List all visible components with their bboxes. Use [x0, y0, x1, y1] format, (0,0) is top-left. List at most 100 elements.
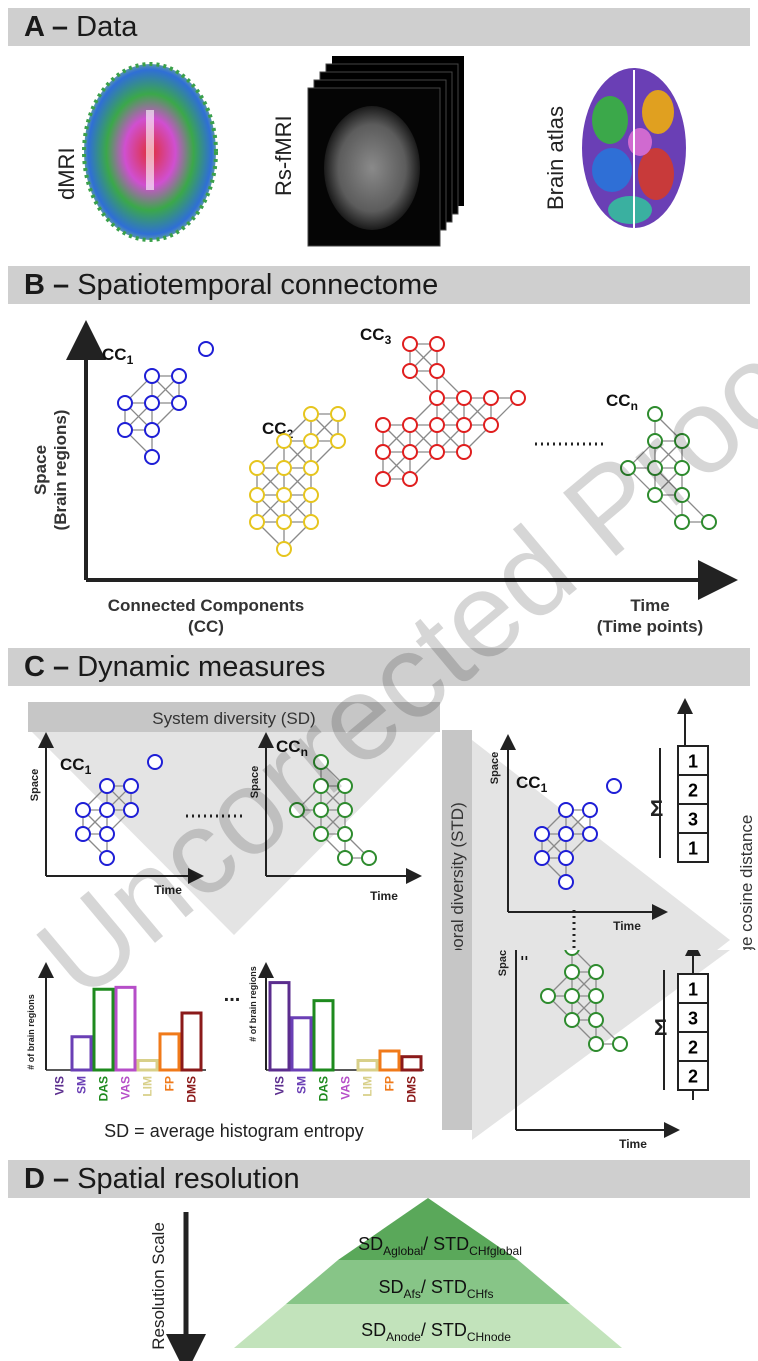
hist-bar — [158, 1032, 181, 1072]
graph-node — [588, 1036, 604, 1052]
b-graphs — [117, 336, 717, 557]
c-std-g2-ccn-svg: CCn — [496, 941, 528, 963]
graph-node — [361, 850, 377, 866]
vector-value: 3 — [688, 810, 698, 830]
graph-node — [510, 390, 526, 406]
graph-node — [289, 802, 305, 818]
cc1-graph — [117, 341, 214, 465]
graph-node — [558, 874, 574, 890]
b-x-right-label-1: Time — [630, 596, 669, 615]
graph-node — [303, 514, 319, 530]
graph-node — [564, 1012, 580, 1028]
pyramid-level-3 — [234, 1304, 622, 1348]
c-std-ccn-graph — [540, 950, 628, 1052]
graph-node — [313, 802, 329, 818]
vector-value: 2 — [688, 1038, 698, 1058]
graph-node — [429, 390, 445, 406]
graph-node — [276, 514, 292, 530]
sd-header-text: System diversity (SD) — [152, 709, 315, 728]
graph-node — [612, 1036, 628, 1052]
vector-cell — [677, 803, 709, 834]
c-g1-space-label: Space — [29, 769, 41, 801]
panel-c-diagram: System diversity (SD) Spatiotemporal div… — [28, 698, 756, 950]
hist-ellipsis: ... — [224, 984, 241, 1006]
graph-node — [674, 487, 690, 503]
hist-category-label: FP — [383, 1076, 397, 1091]
sd-header-box — [28, 702, 440, 732]
c-g1-time-label: Time — [154, 883, 182, 897]
hist-category-label: LIM — [361, 1076, 375, 1097]
hist-category-label: VIS — [53, 1076, 67, 1095]
graph-node — [303, 406, 319, 422]
b-y-label-2: (Brain regions) — [51, 410, 70, 531]
section-d-title: D – Spatial resolution — [24, 1163, 300, 1195]
hist1-bars: VIS SM DAS VAS LIM FP DMS — [53, 985, 203, 1103]
c-std-g2-ccn-wrap: CCn — [494, 941, 554, 991]
graph-node — [674, 460, 690, 476]
graph-node — [198, 341, 214, 357]
graph-node — [144, 449, 160, 465]
hist-bar — [70, 1035, 93, 1072]
hist-bar — [290, 1016, 313, 1072]
c-g2-ccn-label: CCn — [276, 737, 308, 759]
graph-node — [564, 950, 580, 956]
graph-node — [75, 802, 91, 818]
graph-node — [429, 336, 445, 352]
vector-cell — [677, 745, 709, 776]
vector-value: 3 — [688, 1009, 698, 1029]
pyramid-row-2-text: SDAfs/ STDCHfs — [378, 1277, 493, 1301]
b-x-left-label-2: (CC) — [188, 617, 224, 636]
graph-node — [313, 754, 329, 770]
pyramid-level-1 — [338, 1198, 518, 1260]
graph-node — [99, 778, 115, 794]
graph-node — [582, 826, 598, 842]
std-background-triangle — [472, 740, 730, 950]
graph-node — [144, 422, 160, 438]
graph-node — [144, 395, 160, 411]
sd-formula: SD = average histogram entropy — [104, 1121, 364, 1141]
vector-value: 1 — [688, 752, 698, 772]
c-g2-space-label: Space — [249, 766, 261, 798]
hist-bar — [180, 1011, 203, 1072]
graph-node — [171, 395, 187, 411]
graph-node — [313, 826, 329, 842]
hist-bar — [92, 987, 115, 1072]
hist2-y-label: # of brain regions — [248, 966, 258, 1042]
dmri-label: dMRI — [54, 147, 79, 200]
graph-node — [558, 826, 574, 842]
graph-node — [249, 487, 265, 503]
atlas-brain-image — [582, 68, 686, 228]
graph-node — [606, 778, 622, 794]
graph-node — [375, 444, 391, 460]
pyramid-row-1-text: SDAglobal/ STDCHfglobal — [358, 1234, 522, 1258]
hist-category-label: VAS — [339, 1076, 353, 1100]
graph-node — [123, 778, 139, 794]
graph-node — [674, 514, 690, 530]
panel-d-diagram: Resolution Scale SDAglobal/ STDCHfglobal… — [149, 1198, 622, 1361]
hist-category-label: FP — [163, 1076, 177, 1091]
hist-category-label: SM — [75, 1076, 89, 1094]
graph-node — [540, 988, 556, 1004]
graph-node — [402, 336, 418, 352]
hist-bar — [400, 1055, 423, 1072]
b-cc2-label: CC2 — [262, 419, 294, 441]
graph-node — [534, 850, 550, 866]
rsfmri-stack-image — [307, 56, 464, 247]
panel-b-diagram: Space (Brain regions) Connected Componen… — [31, 320, 738, 636]
resolution-scale-label: Resolution Scale — [149, 1222, 168, 1350]
c2-graphs — [540, 950, 628, 1052]
graph-node — [483, 417, 499, 433]
std-formula: STD = average cosine distance — [737, 815, 756, 950]
graph-node — [147, 754, 163, 770]
graph-node — [647, 406, 663, 422]
b-x-right-label-2: (Time points) — [597, 617, 703, 636]
hist-bar — [268, 981, 291, 1072]
graph-node — [456, 444, 472, 460]
section-b-title: B – Spatiotemporal connectome — [24, 269, 439, 301]
hist2-bars: VIS SM DAS VAS LIM FP DMS — [268, 981, 423, 1103]
graph-node — [647, 487, 663, 503]
graph-node — [249, 460, 265, 476]
c-g1-cc1-label: CC1 — [60, 755, 92, 777]
graph-node — [375, 471, 391, 487]
vector-value: 2 — [688, 1067, 698, 1087]
